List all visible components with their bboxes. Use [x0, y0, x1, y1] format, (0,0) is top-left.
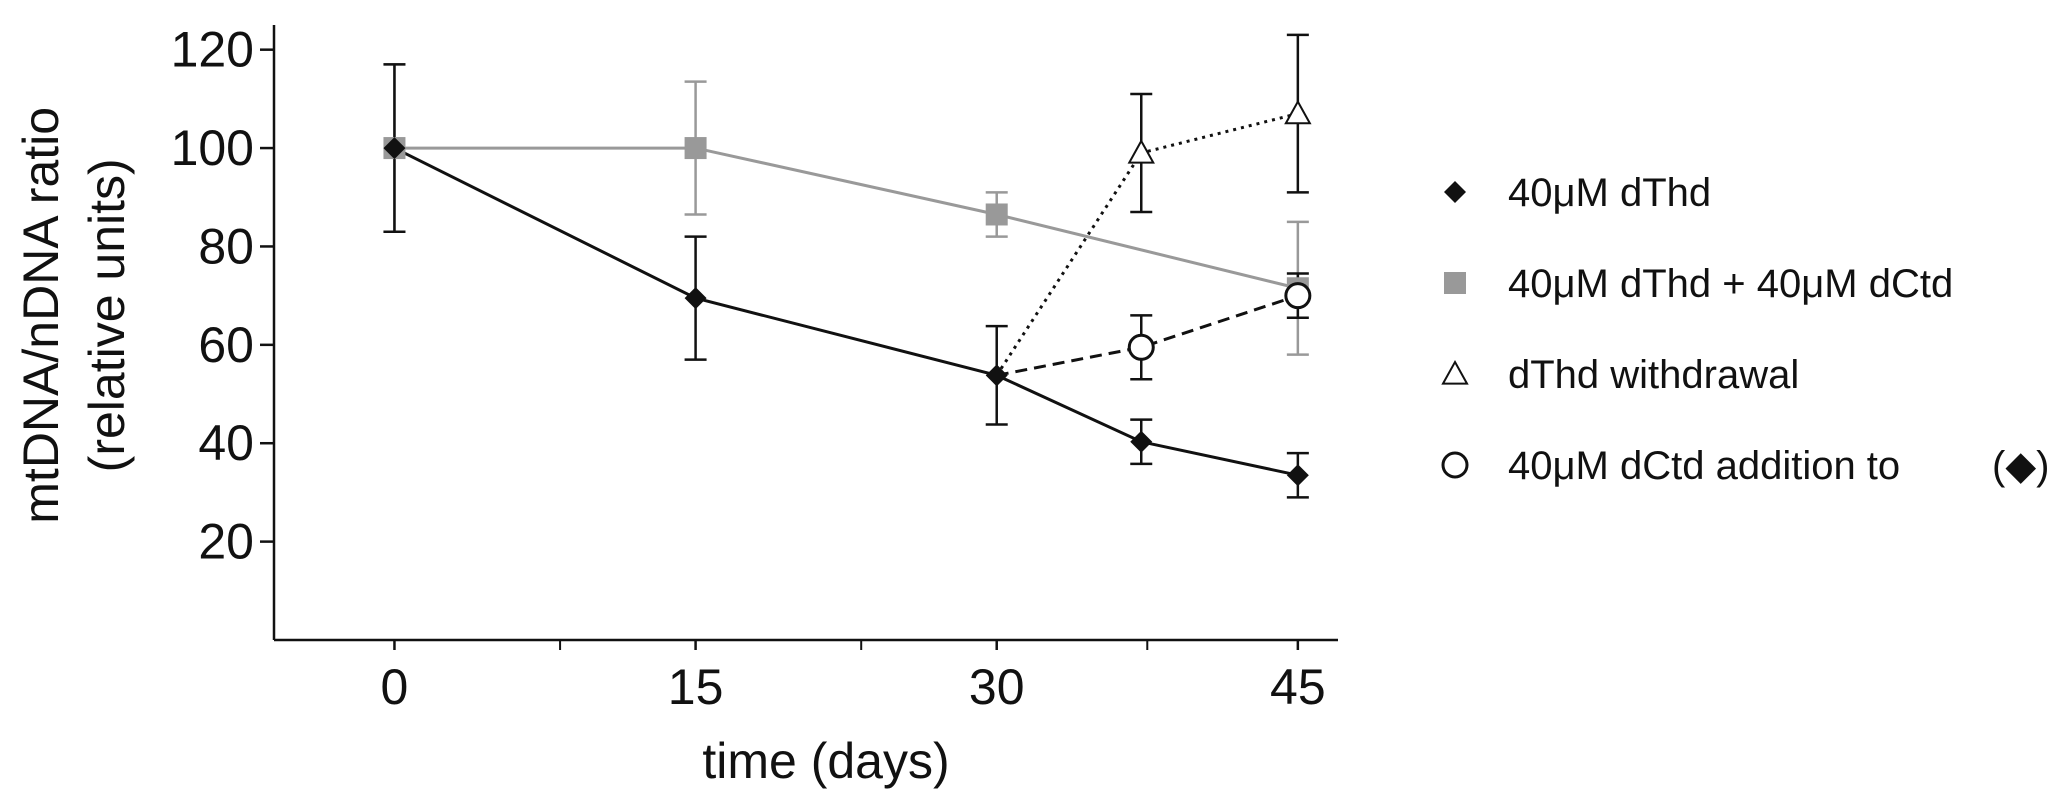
x-tick-label: 45	[1270, 659, 1326, 715]
legend-label: 40μM dThd	[1508, 171, 1711, 215]
data-point-square	[985, 203, 1008, 226]
x-axis-title: time (days)	[702, 733, 949, 789]
legend-item: 40μM dThd	[1444, 171, 1711, 215]
ticks	[260, 48, 1300, 650]
series-2	[383, 63, 1309, 499]
data-point-circle	[1127, 333, 1155, 361]
y-tick-label: 60	[198, 317, 254, 373]
legend-label: 40μM dThd + 40μM dCtd	[1508, 262, 1953, 306]
legend: 40μM dThd 40μM dThd + 40μM dCtd dThd withd…	[1441, 171, 2049, 488]
y-axis-title: mtDNA/nDNA ratio	[13, 107, 69, 524]
data-point-triangle	[1441, 359, 1469, 385]
tick-labels: 20 40 60 80 100 120 0 15 30 45	[171, 22, 1326, 715]
plot-area	[383, 33, 1312, 499]
data-point-diamond	[383, 137, 406, 160]
y-tick-label: 20	[198, 514, 254, 570]
x-tick-label: 30	[969, 659, 1025, 715]
legend-label: 40μM dCtd addition to	[1508, 444, 1900, 488]
data-point-triangle	[1284, 99, 1312, 125]
series-line	[394, 146, 1299, 290]
y-tick-label: 100	[171, 120, 254, 176]
axes	[272, 25, 1338, 642]
data-point-diamond	[985, 364, 1008, 387]
series-3	[995, 33, 1309, 377]
data-point-diamond	[1286, 464, 1309, 487]
data-point-triangle	[1127, 138, 1155, 164]
legend-item: 40μM dCtd addition to (◆)	[1441, 444, 2049, 488]
legend-label-suffix: (◆)	[1992, 444, 2049, 488]
y-tick-label: 80	[198, 218, 254, 274]
series-1-markers	[383, 137, 1309, 300]
x-tick-label: 15	[668, 659, 724, 715]
data-point-square	[684, 137, 707, 160]
legend-item: 40μM dThd + 40μM dCtd	[1444, 262, 1953, 306]
data-point-diamond	[1444, 181, 1466, 203]
x-tick-label: 0	[381, 659, 409, 715]
series-line	[996, 294, 1299, 377]
y-tick-label: 40	[198, 415, 254, 471]
series-4	[996, 272, 1309, 381]
data-point-square	[1444, 272, 1466, 294]
series-4-markers	[1127, 282, 1312, 361]
data-point-diamond	[684, 287, 707, 310]
y-axis-title-units: (relative units)	[79, 158, 135, 472]
series-1	[383, 63, 1309, 356]
series-3-markers	[1127, 99, 1312, 164]
data-point-circle	[1441, 451, 1469, 479]
series-2-markers	[383, 137, 1309, 487]
data-point-circle	[1284, 282, 1312, 310]
series-line	[393, 146, 1299, 477]
y-tick-label: 120	[171, 22, 254, 78]
legend-item: dThd withdrawal	[1441, 353, 1799, 397]
legend-label: dThd withdrawal	[1508, 353, 1799, 397]
data-point-diamond	[1130, 430, 1153, 453]
